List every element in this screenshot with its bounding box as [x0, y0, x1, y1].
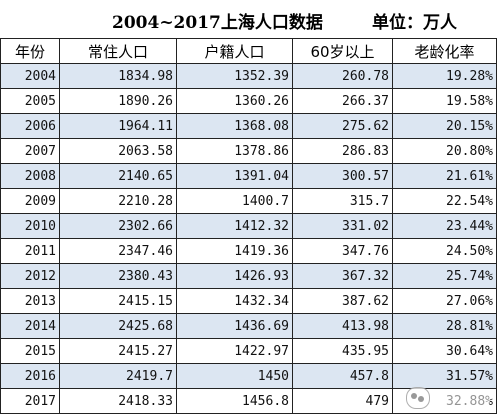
cell-over-60: 435.95 — [292, 338, 393, 364]
cell-year: 2014 — [0, 313, 60, 339]
cell-year: 2015 — [0, 338, 60, 364]
table-row: 2016 2419.7 1450 457.8 31.57% — [0, 363, 497, 389]
cell-registered: 1378.86 — [176, 138, 293, 164]
cell-aging-rate: 20.80% — [392, 138, 497, 164]
cell-resident: 2063.58 — [59, 138, 177, 164]
cell-resident: 2380.43 — [59, 263, 177, 289]
cell-aging-rate: 19.28% — [392, 63, 497, 89]
cell-aging-rate: 32.88% — [392, 388, 497, 414]
cell-over-60: 275.62 — [292, 113, 393, 139]
table-row: 2010 2302.66 1412.32 331.02 23.44% — [0, 213, 497, 239]
table-row: 2008 2140.65 1391.04 300.57 21.61% — [0, 163, 497, 189]
table-row: 2005 1890.26 1360.26 266.37 19.58% — [0, 88, 497, 114]
cell-resident: 1834.98 — [59, 63, 177, 89]
table-row: 2012 2380.43 1426.93 367.32 25.74% — [0, 263, 497, 289]
unit-label: 单位：万人 — [372, 13, 457, 33]
header-resident-population: 常住人口 — [59, 38, 177, 64]
cell-over-60: 457.8 — [292, 363, 393, 389]
cell-registered: 1391.04 — [176, 163, 293, 189]
cell-resident: 2347.46 — [59, 238, 177, 264]
cell-resident: 2418.33 — [59, 388, 177, 414]
cell-aging-rate: 27.06% — [392, 288, 497, 314]
cell-resident: 2302.66 — [59, 213, 177, 239]
cell-aging-rate: 20.15% — [392, 113, 497, 139]
cell-year: 2017 — [0, 388, 60, 414]
cell-aging-rate: 19.58% — [392, 88, 497, 114]
table-title: 2004~2017上海人口数据 — [112, 13, 323, 33]
header-year: 年份 — [0, 38, 60, 64]
cell-registered: 1412.32 — [176, 213, 293, 239]
cell-year: 2007 — [0, 138, 60, 164]
cell-registered: 1360.26 — [176, 88, 293, 114]
cell-year: 2011 — [0, 238, 60, 264]
table-row: 2004 1834.98 1352.39 260.78 19.28% — [0, 63, 497, 89]
cell-year: 2006 — [0, 113, 60, 139]
cell-aging-rate: 31.57% — [392, 363, 497, 389]
cell-over-60: 260.78 — [292, 63, 393, 89]
cell-resident: 2415.15 — [59, 288, 177, 314]
cell-resident: 2140.65 — [59, 163, 177, 189]
table-row: 2013 2415.15 1432.34 387.62 27.06% — [0, 288, 497, 314]
cell-registered: 1450 — [176, 363, 293, 389]
cell-resident: 2415.27 — [59, 338, 177, 364]
cell-resident: 2419.7 — [59, 363, 177, 389]
cell-year: 2010 — [0, 213, 60, 239]
cell-over-60: 387.62 — [292, 288, 393, 314]
cell-over-60: 367.32 — [292, 263, 393, 289]
cell-over-60: 347.76 — [292, 238, 393, 264]
cell-aging-rate: 21.61% — [392, 163, 497, 189]
cell-year: 2013 — [0, 288, 60, 314]
cell-resident: 1890.26 — [59, 88, 177, 114]
table-row: 2009 2210.28 1400.7 315.7 22.54% — [0, 188, 497, 214]
cell-registered: 1422.97 — [176, 338, 293, 364]
table-row: 2006 1964.11 1368.08 275.62 20.15% — [0, 113, 497, 139]
cell-registered: 1426.93 — [176, 263, 293, 289]
cell-over-60: 315.7 — [292, 188, 393, 214]
cell-year: 2016 — [0, 363, 60, 389]
cell-year: 2004 — [0, 63, 60, 89]
header-row: 年份 常住人口 户籍人口 60岁以上 老龄化率 — [0, 38, 497, 64]
cell-aging-rate: 28.81% — [392, 313, 497, 339]
population-table: 年份 常住人口 户籍人口 60岁以上 老龄化率 2004 1834.98 1352.… — [0, 38, 497, 414]
table-row: 2015 2415.27 1422.97 435.95 30.64% — [0, 338, 497, 364]
table-row: 2017 2418.33 1456.8 479 32.88% — [0, 388, 497, 414]
cell-registered: 1432.34 — [176, 288, 293, 314]
cell-over-60: 286.83 — [292, 138, 393, 164]
cell-aging-rate: 24.50% — [392, 238, 497, 264]
cell-over-60: 300.57 — [292, 163, 393, 189]
header-aging-rate: 老龄化率 — [392, 38, 497, 64]
cell-year: 2005 — [0, 88, 60, 114]
cell-registered: 1368.08 — [176, 113, 293, 139]
cell-over-60: 331.02 — [292, 213, 393, 239]
header-registered-population: 户籍人口 — [176, 38, 293, 64]
cell-resident: 2210.28 — [59, 188, 177, 214]
table-row: 2011 2347.46 1419.36 347.76 24.50% — [0, 238, 497, 264]
cell-registered: 1419.36 — [176, 238, 293, 264]
cell-resident: 1964.11 — [59, 113, 177, 139]
cell-aging-rate: 25.74% — [392, 263, 497, 289]
header-over-60: 60岁以上 — [292, 38, 393, 64]
cell-registered: 1400.7 — [176, 188, 293, 214]
title-row: 2004~2017上海人口数据 单位：万人 — [0, 0, 497, 38]
cell-year: 2008 — [0, 163, 60, 189]
cell-over-60: 266.37 — [292, 88, 393, 114]
cell-year: 2009 — [0, 188, 60, 214]
cell-year: 2012 — [0, 263, 60, 289]
cell-aging-rate: 23.44% — [392, 213, 497, 239]
table-row: 2014 2425.68 1436.69 413.98 28.81% — [0, 313, 497, 339]
cell-over-60: 413.98 — [292, 313, 393, 339]
cell-registered: 1352.39 — [176, 63, 293, 89]
cell-aging-rate: 30.64% — [392, 338, 497, 364]
cell-aging-rate: 22.54% — [392, 188, 497, 214]
cell-resident: 2425.68 — [59, 313, 177, 339]
table-row: 2007 2063.58 1378.86 286.83 20.80% — [0, 138, 497, 164]
cell-registered: 1456.8 — [176, 388, 293, 414]
cell-over-60: 479 — [292, 388, 393, 414]
table-body: 2004 1834.98 1352.39 260.78 19.28% 2005 1890.2… — [0, 63, 497, 414]
cell-registered: 1436.69 — [176, 313, 293, 339]
